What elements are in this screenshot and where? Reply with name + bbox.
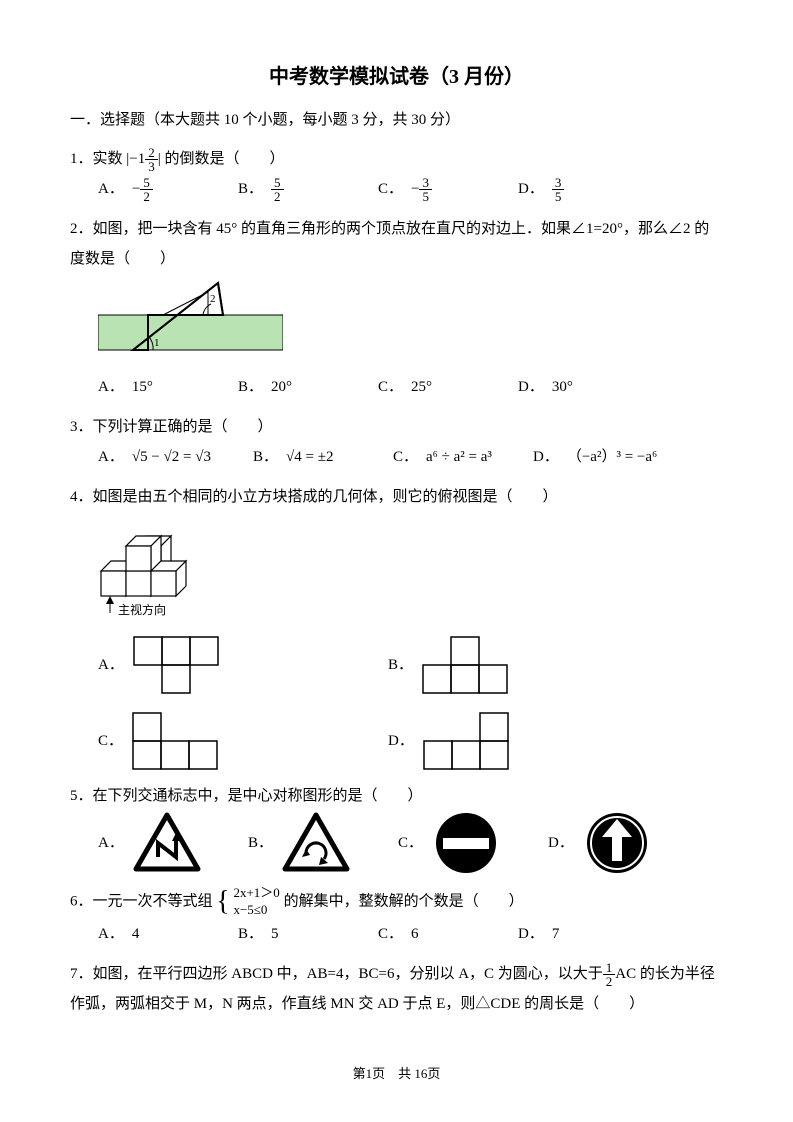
q6-opt-C: C．6	[378, 919, 518, 949]
q2-stem: 2．如图，把一块含有 45° 的直角三角形的两个顶点放在直尺的对边上．如果∠1=…	[70, 214, 723, 274]
inequality-system: 2x+1＞0 x−5≤0	[233, 885, 279, 919]
q6-opt-D: D．7	[518, 919, 658, 949]
question-2: 2．如图，把一块含有 45° 的直角三角形的两个顶点放在直尺的对边上．如果∠1=…	[70, 214, 723, 402]
q3-options: A．√5 − √2 = √3 B．√4 = ±2 C．a⁶ ÷ a² = a³ …	[70, 442, 723, 472]
traffic-sign-icon	[132, 811, 202, 875]
q4-opt-C: C．	[98, 711, 388, 771]
section-heading: 一．选择题（本大题共 10 个小题，每小题 3 分，共 30 分）	[70, 107, 723, 134]
q1-opt-A: A．−52	[98, 174, 238, 204]
q2-opt-C: C．25°	[378, 372, 518, 402]
q1-stem: 1．实数 |−123| 的倒数是（ ）	[70, 144, 723, 174]
question-1: 1．实数 |−123| 的倒数是（ ） A．−52 B．52 C．−35 D．3…	[70, 144, 723, 204]
q1-opt-C: C．−35	[378, 174, 518, 204]
q5-options: A． B． C．	[70, 811, 723, 875]
q5-opt-B: B．	[248, 811, 398, 875]
svg-text:1: 1	[154, 337, 160, 349]
q6-opt-A: A．4	[98, 919, 238, 949]
q6-opt-B: B．5	[238, 919, 378, 949]
svg-text:2: 2	[210, 293, 216, 305]
exam-page: 中考数学模拟试卷（3 月份） 一．选择题（本大题共 10 个小题，每小题 3 分…	[0, 0, 793, 1122]
q6-options: A．4 B．5 C．6 D．7	[70, 919, 723, 949]
q2-options: A．15° B．20° C．25° D．30°	[70, 372, 723, 402]
q3-opt-A: A．√5 − √2 = √3	[98, 442, 253, 472]
q3-opt-D: D．（−a²）³ = −a⁶	[533, 442, 673, 472]
topview-icon	[132, 635, 222, 695]
q2-opt-B: B．20°	[238, 372, 378, 402]
q4-options: A． B． C． D．	[70, 635, 723, 771]
topview-icon	[131, 711, 221, 771]
q1-mixed-frac: 23	[145, 146, 158, 173]
question-6: 6．一元一次不等式组 { 2x+1＞0 x−5≤0 的解集中，整数解的个数是（ …	[70, 885, 723, 949]
traffic-sign-icon	[582, 811, 652, 875]
question-5: 5．在下列交通标志中，是中心对称图形的是（ ） A． B．	[70, 781, 723, 875]
q1-mixed-int: −1	[129, 151, 145, 167]
ruler-triangle-figure: 2 1	[98, 280, 283, 355]
q2-opt-D: D．30°	[518, 372, 658, 402]
q4-opt-D: D．	[388, 711, 678, 771]
cube-solid-figure: 主视方向	[98, 518, 208, 618]
topview-icon	[422, 711, 512, 771]
svg-text:主视方向: 主视方向	[118, 602, 166, 617]
q6-stem: 6．一元一次不等式组 { 2x+1＞0 x−5≤0 的解集中，整数解的个数是（ …	[70, 885, 723, 919]
q3-opt-B: B．√4 = ±2	[253, 442, 393, 472]
question-7: 7．如图，在平行四边形 ABCD 中，AB=4，BC=6，分别以 A，C 为圆心…	[70, 959, 723, 1019]
q2-figure: 2 1	[98, 280, 723, 366]
page-footer: 第1页 共 16页	[0, 1063, 793, 1082]
q1-opt-D: D．35	[518, 174, 658, 204]
q1-suffix: | 的倒数是（ ）	[158, 151, 285, 167]
q5-stem: 5．在下列交通标志中，是中心对称图形的是（ ）	[70, 781, 723, 811]
q7-stem: 7．如图，在平行四边形 ABCD 中，AB=4，BC=6，分别以 A，C 为圆心…	[70, 959, 723, 1019]
traffic-sign-icon	[281, 811, 351, 875]
question-4: 4．如图是由五个相同的小立方块搭成的几何体，则它的俯视图是（ ）	[70, 482, 723, 771]
topview-icon	[421, 635, 511, 695]
q5-opt-D: D．	[548, 811, 688, 875]
q4-stem: 4．如图是由五个相同的小立方块搭成的几何体，则它的俯视图是（ ）	[70, 482, 723, 512]
exam-title: 中考数学模拟试卷（3 月份）	[70, 60, 723, 89]
q4-opt-A: A．	[98, 635, 388, 695]
traffic-sign-icon	[431, 811, 501, 875]
q3-opt-C: C．a⁶ ÷ a² = a³	[393, 442, 533, 472]
q4-opt-B: B．	[388, 635, 678, 695]
half-frac: 12	[603, 961, 616, 988]
q3-stem: 3．下列计算正确的是（ ）	[70, 412, 723, 442]
q5-opt-C: C．	[398, 811, 548, 875]
brace-icon: {	[216, 888, 229, 916]
q4-figure: 主视方向	[98, 518, 723, 629]
q1-options: A．−52 B．52 C．−35 D．35	[70, 174, 723, 204]
q2-opt-A: A．15°	[98, 372, 238, 402]
q1-opt-B: B．52	[238, 174, 378, 204]
question-3: 3．下列计算正确的是（ ） A．√5 − √2 = √3 B．√4 = ±2 C…	[70, 412, 723, 472]
q1-prefix: 1．实数 |	[70, 151, 129, 167]
q5-opt-A: A．	[98, 811, 248, 875]
